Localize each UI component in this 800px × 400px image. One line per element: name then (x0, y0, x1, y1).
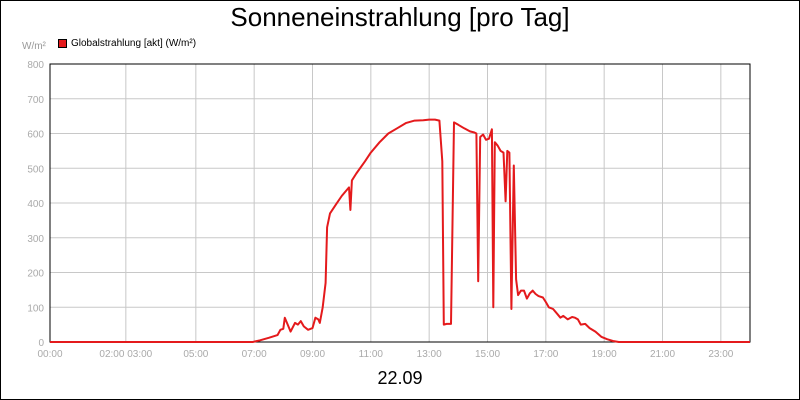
x-tick-label: 15:00 (475, 349, 500, 360)
y-tick-label: 500 (27, 164, 44, 175)
x-tick-label: 19:00 (592, 349, 617, 360)
x-tick-label: 23:00 (708, 349, 733, 360)
legend-label: Globalstrahlung [akt] (W/m²) (71, 38, 197, 49)
x-tick-label: 00:00 (37, 349, 62, 360)
x-tick-label: 13:00 (417, 349, 442, 360)
y-tick-label: 600 (27, 130, 44, 141)
legend: Globalstrahlung [akt] (W/m²) (58, 38, 196, 49)
y-tick-label: 400 (27, 199, 44, 210)
x-tick-label: 09:00 (300, 349, 325, 360)
y-tick-label: 800 (27, 60, 44, 71)
x-tick-label: 11:00 (359, 349, 384, 360)
y-tick-label: 0 (38, 338, 44, 349)
plot-border (49, 63, 751, 343)
y-tick-label: 100 (27, 303, 44, 314)
x-tick-label: 17:00 (533, 349, 558, 360)
x-tick-label: 21:00 (650, 349, 675, 360)
x-tick-label: 07:00 (242, 349, 267, 360)
legend-swatch (58, 39, 67, 48)
y-tick-label: 700 (27, 95, 44, 106)
y-tick-label: 200 (27, 269, 44, 280)
x-axis-date-label: 22.09 (377, 368, 423, 388)
series-line-globalstrahlung (50, 118, 750, 343)
chart-title: Sonneneinstrahlung [pro Tag] (230, 2, 570, 32)
y-tick-label: 300 (27, 234, 44, 245)
x-tick-label: 02:00 03:00 (99, 349, 152, 360)
x-tick-label: 05:00 (183, 349, 208, 360)
y-axis-unit-label: W/m² (22, 41, 46, 52)
